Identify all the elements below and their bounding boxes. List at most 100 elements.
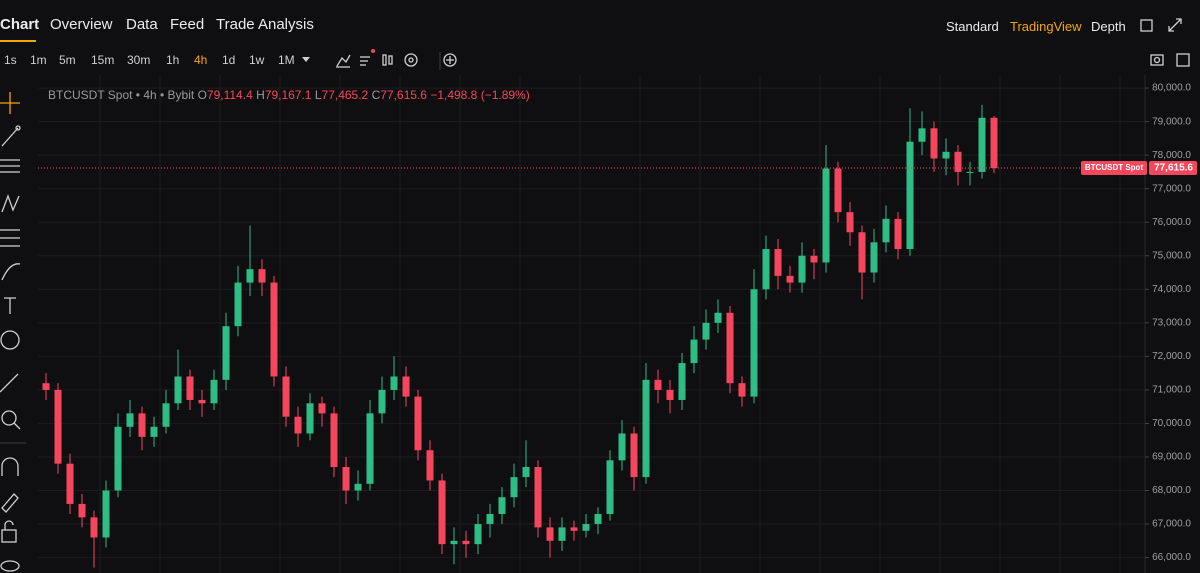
candle-body — [690, 339, 698, 364]
y-tick-label: 71,000.0 — [1152, 385, 1191, 396]
y-tick-label: 72,000.0 — [1152, 351, 1191, 362]
candle-body — [762, 249, 770, 290]
candle-body — [450, 540, 458, 545]
candle-body — [510, 477, 518, 498]
candle-body — [738, 383, 746, 397]
candle-body — [630, 433, 638, 478]
candle-body — [486, 513, 494, 525]
candle-body — [774, 249, 782, 276]
interval[interactable]: 5m — [59, 53, 76, 67]
candle-body — [678, 363, 686, 400]
y-tick-label: 73,000.0 — [1152, 317, 1191, 328]
candle-body — [474, 524, 482, 545]
interval[interactable]: 4h — [194, 53, 208, 67]
y-tick-label: 69,000.0 — [1152, 452, 1191, 463]
tab[interactable]: Overview — [50, 16, 113, 33]
last-price-label-bg — [1149, 161, 1197, 176]
candle-body — [414, 396, 422, 451]
tab[interactable]: Chart — [0, 16, 40, 33]
candle-body — [210, 379, 218, 404]
candle-body — [390, 376, 398, 390]
interval[interactable]: 1m — [30, 53, 47, 67]
value: 79,167.1 — [264, 88, 312, 102]
candle-body — [594, 513, 602, 525]
last-price-label: 77,615.6 — [1154, 163, 1193, 174]
candle-body — [810, 255, 818, 263]
tab[interactable]: Trade Analysis — [216, 16, 314, 33]
candle-body — [534, 467, 542, 528]
candle-body — [798, 255, 806, 283]
indicator-dot — [371, 49, 375, 53]
value: 79,114.4 — [206, 88, 253, 102]
candle-body — [702, 322, 710, 340]
candle-body — [558, 527, 566, 541]
candle-body — [546, 527, 554, 541]
candle-body — [342, 467, 350, 491]
top-nav: Chart Overview Data Feed Trade Analysis … — [0, 0, 1200, 48]
overlay: BTCUSDT Spot 77,615.6 — [38, 161, 1197, 176]
interval[interactable]: 1M — [278, 53, 295, 67]
dropdown-arrow[interactable] — [302, 57, 310, 62]
y-tick-label: 66,000.0 — [1152, 552, 1191, 563]
candle-body — [570, 527, 578, 531]
candle-body — [750, 289, 758, 397]
candle-body — [270, 282, 278, 377]
view-option[interactable]: Standard — [946, 19, 999, 34]
interval[interactable]: 1d — [222, 53, 236, 67]
interval[interactable]: 1h — [166, 53, 180, 67]
candle-body — [198, 399, 206, 404]
candle-body — [438, 480, 446, 545]
candle-body — [498, 497, 506, 514]
candle-body — [906, 141, 914, 250]
candle-body — [102, 490, 110, 538]
candle-body — [426, 450, 434, 481]
candle-body — [330, 413, 338, 468]
candle-body — [666, 389, 674, 400]
candle-body — [126, 413, 134, 427]
change: −1,498.8 (−1.89%) — [430, 88, 530, 102]
candle-body — [834, 168, 842, 213]
candle-body — [234, 282, 242, 327]
interval[interactable]: 15m — [91, 53, 115, 67]
candle-body — [654, 379, 662, 390]
value: 77,615.6 — [380, 88, 427, 102]
candle-body — [882, 218, 890, 243]
candle-body — [846, 212, 854, 233]
tab[interactable]: Feed — [170, 16, 205, 33]
label: L — [314, 88, 322, 102]
candle-body — [966, 171, 974, 173]
y-tick-label: 74,000.0 — [1152, 284, 1191, 295]
candle-body — [618, 433, 626, 461]
candle-body — [930, 128, 938, 159]
interval[interactable]: 1w — [249, 53, 265, 67]
label: H — [256, 88, 265, 102]
candle-body — [222, 326, 230, 380]
candle-body — [642, 379, 650, 478]
candle-body — [822, 168, 830, 263]
label: C — [371, 88, 381, 102]
view-option[interactable]: Depth — [1091, 19, 1126, 34]
y-tick-label: 70,000.0 — [1152, 418, 1191, 429]
y-tick-label: 78,000.0 — [1152, 150, 1191, 161]
candles — [42, 104, 998, 568]
candle-body — [522, 467, 530, 478]
symbol: BTCUSDT Spot • 4h • Bybit — [48, 88, 195, 102]
interval[interactable]: 30m — [127, 53, 151, 67]
candle-body — [606, 460, 614, 514]
y-tick-label: 76,000.0 — [1152, 217, 1191, 228]
candle-body — [726, 312, 734, 384]
candle-body — [306, 403, 314, 434]
tab-underline — [0, 40, 36, 42]
candle-body — [90, 517, 98, 538]
candle-body — [78, 503, 86, 518]
candle-body — [942, 151, 950, 159]
candle-body — [246, 269, 254, 283]
candle-body — [402, 376, 410, 397]
interval[interactable]: 1s — [4, 53, 17, 67]
value: 77,465.2 — [321, 88, 369, 102]
candle-body — [582, 524, 590, 531]
tab[interactable]: Data — [126, 16, 158, 33]
view-option[interactable]: TradingView — [1010, 19, 1082, 34]
ohlc-legend: BTCUSDT Spot • 4h • Bybit O79,114.4 H79,… — [48, 88, 530, 102]
